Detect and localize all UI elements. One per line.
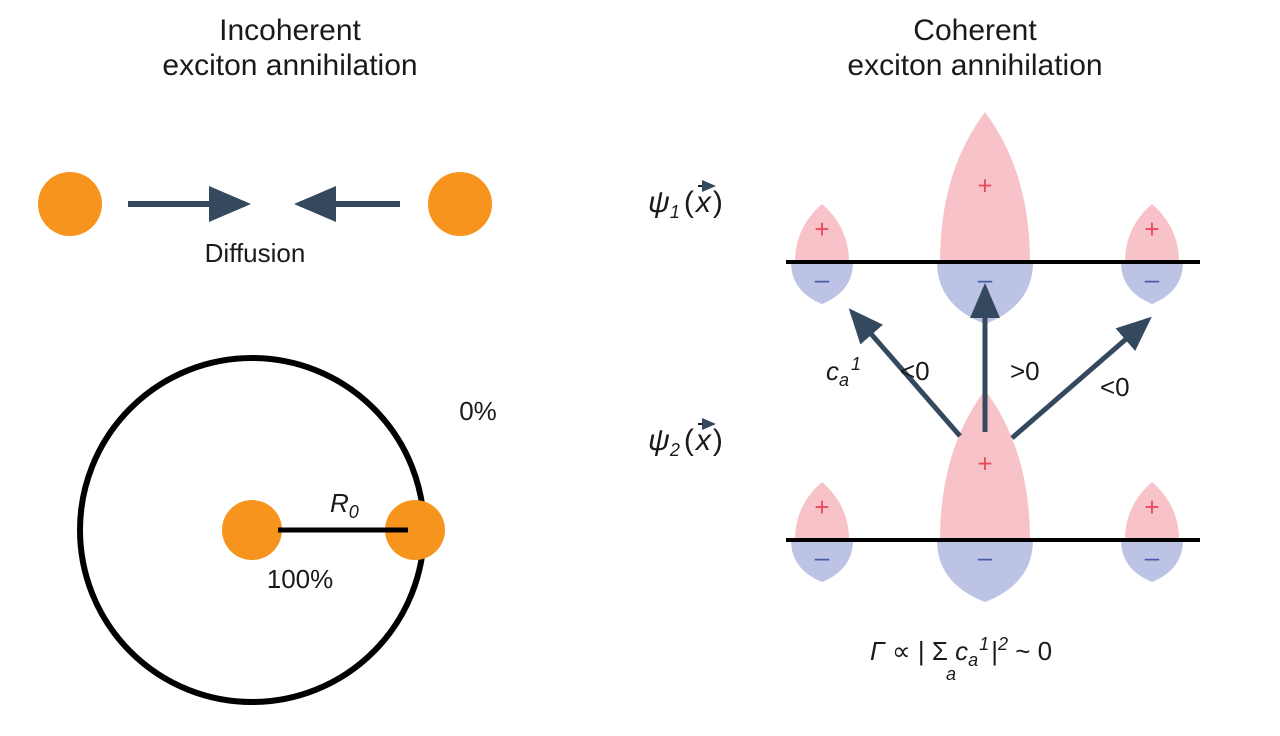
top-lobe-0-plus: + <box>814 214 829 244</box>
top-lobe-0-minus: – <box>815 264 830 294</box>
forster-particle-center <box>222 500 282 560</box>
bot-lobe-0-plus: + <box>814 492 829 522</box>
title-right-1: Coherent <box>913 14 1037 47</box>
r0-label: R0 <box>330 488 359 522</box>
svg-text:ψ2(x): ψ2(x) <box>648 424 723 460</box>
diagram-canvas: Incoherentexciton annihilationCoherentex… <box>0 0 1280 736</box>
top-lobe-1-plus: + <box>977 171 992 201</box>
bot-lobe-2-plus: + <box>1144 492 1159 522</box>
bot-lobe-1-plus: + <box>977 449 992 479</box>
svg-text:ψ1(x): ψ1(x) <box>648 186 723 222</box>
diffusion-label: Diffusion <box>205 238 306 268</box>
bot-lobe-2-minus: – <box>1145 542 1160 572</box>
title-left-1: Incoherent <box>219 14 361 47</box>
svg-text:Γ ∝ | Σ ca1|2 ~ 0: Γ ∝ | Σ ca1|2 ~ 0 <box>870 634 1052 670</box>
particle-right <box>428 172 492 236</box>
top-lobe-2-minus: – <box>1145 264 1160 294</box>
bot-lobe-1-minus: – <box>978 542 993 572</box>
coef-gt0: >0 <box>1010 356 1040 386</box>
psi-2-label: ψ2(x) <box>648 424 723 460</box>
pct-0-label: 0% <box>459 396 497 426</box>
psi-1-label: ψ1(x) <box>648 186 723 222</box>
coef-ca: ca1 <box>826 354 861 390</box>
title-left-2: exciton annihilation <box>162 49 417 82</box>
coef-lt0-2: <0 <box>1100 372 1130 402</box>
particle-left <box>38 172 102 236</box>
bot-lobe-0-minus: – <box>815 542 830 572</box>
gamma-formula: Γ ∝ | Σ ca1|2 ~ 0a <box>870 634 1052 684</box>
coef-lt0-1: <0 <box>900 356 930 386</box>
pct-100-label: 100% <box>267 564 334 594</box>
title-right-2: exciton annihilation <box>847 49 1102 82</box>
svg-text:a: a <box>946 664 956 684</box>
top-lobe-2-plus: + <box>1144 214 1159 244</box>
